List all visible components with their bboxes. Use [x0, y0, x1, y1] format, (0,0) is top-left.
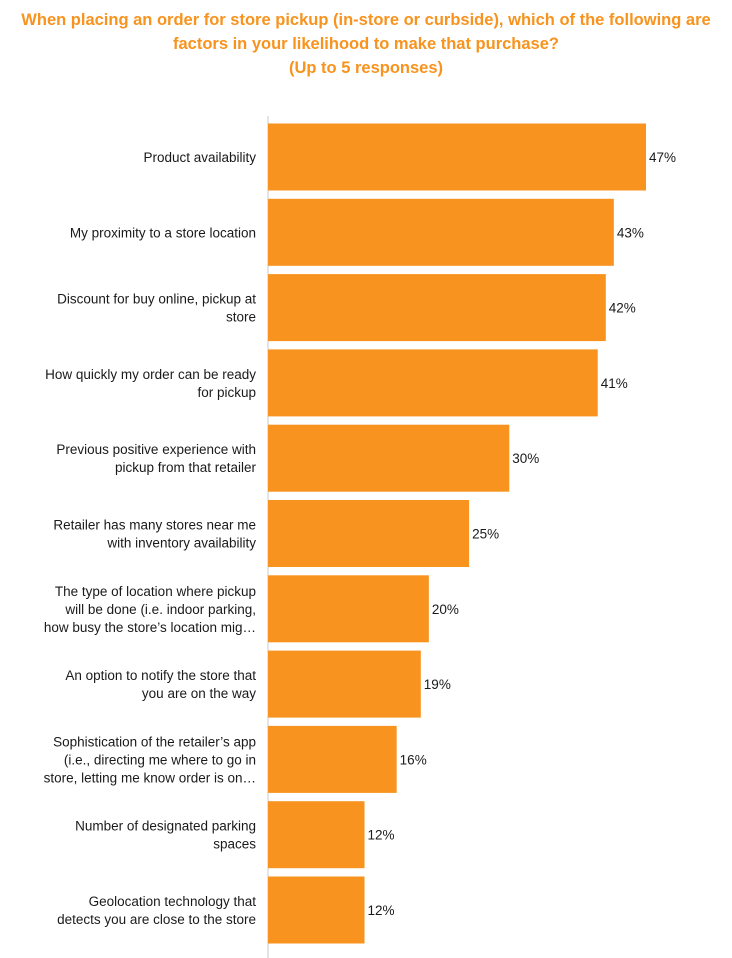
value-label: 43%	[617, 225, 644, 240]
category-label-line: how busy the store’s location mig…	[44, 620, 256, 635]
category-label-line: store	[226, 310, 256, 325]
category-label-line: pickup from that retailer	[115, 460, 257, 475]
value-label: 19%	[424, 677, 451, 692]
category-label-line: Number of designated parking	[75, 819, 256, 834]
bar	[268, 801, 365, 869]
category-label-line: will be done (i.e. indoor parking,	[64, 602, 256, 617]
category-label-line: An option to notify the store that	[65, 668, 256, 683]
bar	[268, 123, 646, 191]
category-label-line: with inventory availability	[106, 536, 256, 551]
category-label-line: My proximity to a store location	[70, 225, 256, 240]
value-label: 47%	[649, 150, 676, 165]
value-label: 25%	[472, 527, 499, 542]
bar	[268, 650, 421, 718]
category-label-line: Geolocation technology that	[89, 894, 257, 909]
category-label: The type of location where pickup will be…	[44, 584, 256, 635]
bar	[268, 500, 470, 567]
bar	[268, 725, 397, 793]
chart-title: When placing an order for store pickup (…	[20, 8, 712, 80]
bar	[268, 349, 598, 417]
value-label: 16%	[400, 752, 427, 767]
category-label-line: How quickly my order can be ready	[45, 367, 256, 382]
category-label-line: The type of location where pickup	[55, 584, 256, 599]
bar	[268, 424, 510, 492]
bar	[268, 198, 614, 266]
category-label: Retailer has many stores near me with inv…	[53, 518, 256, 551]
category-label: Previous positive experience with pickup …	[56, 442, 256, 475]
bar	[268, 876, 365, 944]
category-label: Geolocation technology that detects you a…	[57, 894, 256, 927]
chart-title-line: When placing an order for store pickup (…	[21, 11, 711, 29]
value-label: 12%	[368, 903, 395, 918]
category-label: Discount for buy online, pickup at store	[57, 292, 256, 325]
value-label: 20%	[432, 602, 459, 617]
category-label-line: (i.e., directing me where to go in	[64, 752, 256, 767]
bar	[268, 575, 429, 643]
chart-title-line: (Up to 5 responses)	[288, 59, 444, 77]
category-label: Number of designated parking spaces	[75, 819, 256, 852]
value-label: 30%	[512, 451, 539, 466]
value-label: 41%	[601, 376, 628, 391]
category-label-line: you are on the way	[142, 686, 256, 701]
category-label: How quickly my order can be ready for pic…	[45, 367, 256, 400]
bars-group: 47% Product availability 43% My proximity t…	[44, 123, 676, 944]
value-label: 42%	[609, 301, 636, 316]
value-label: 12%	[368, 828, 395, 843]
category-label: Product availability	[143, 150, 256, 165]
category-label-line: store, letting me know order is on…	[44, 770, 256, 785]
category-label-line: spaces	[213, 837, 256, 852]
category-label: Sophistication of the retailer’s app (i.e…	[44, 734, 256, 785]
category-label-line: Discount for buy online, pickup at	[57, 292, 256, 307]
chart-title-line: factors in your likelihood to make that …	[173, 35, 559, 53]
category-label-line: Product availability	[143, 150, 256, 165]
category-label: An option to notify the store that you ar…	[65, 668, 256, 701]
category-label: My proximity to a store location	[70, 225, 256, 240]
bar	[268, 274, 606, 342]
category-label-line: Sophistication of the retailer’s app	[53, 734, 256, 749]
category-label-line: Retailer has many stores near me	[53, 518, 256, 533]
category-label-line: for pickup	[197, 385, 256, 400]
category-label-line: Previous positive experience with	[56, 442, 256, 457]
category-label-line: detects you are close to the store	[57, 912, 256, 927]
